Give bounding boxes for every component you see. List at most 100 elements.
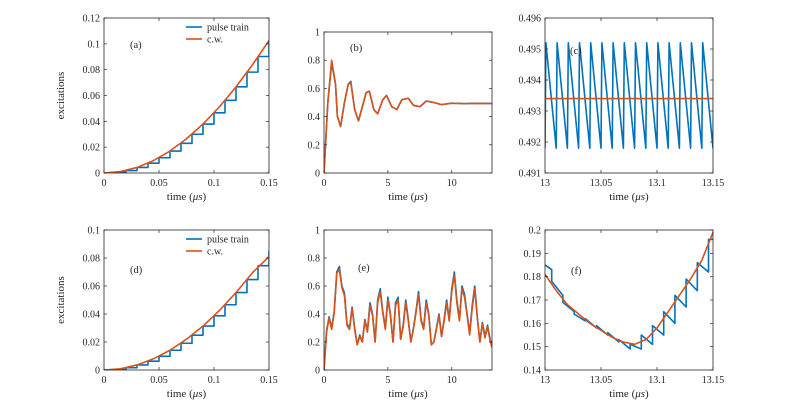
series-cw-line-a (104, 40, 269, 173)
legend-label-pulse-train: pulse train (207, 235, 249, 246)
axes-frame-a (103, 17, 270, 174)
y-tick-label-a: 0.1 (88, 39, 101, 50)
x-tick-label-c: 13.15 (702, 178, 725, 189)
y-tick-label-d: 0.02 (83, 338, 101, 349)
y-tick-label-a: 0.06 (83, 91, 101, 102)
x-tick-label-d: 0.15 (260, 375, 278, 386)
legend-label-cw: c.w. (207, 35, 223, 46)
y-axis-label-a: excitations (55, 72, 67, 120)
x-axis-label-b: time (μs) (388, 191, 428, 203)
panel-c: 13 13.05 13.1 13.15 0.491 0.492 0.493 0.494 0.49… (519, 14, 725, 204)
axes-frame-e (323, 229, 493, 371)
axes-frame-d (103, 229, 270, 371)
legend-label-pulse-train: pulse train (207, 23, 249, 34)
x-tick-label-e: 10 (447, 375, 457, 386)
x-tick-label-d: 0.1 (208, 375, 221, 386)
y-tick-label-b: 1 (315, 28, 320, 39)
x-tick-label-a: 0.05 (150, 178, 168, 189)
x-tick-label-a: 0.1 (208, 178, 221, 189)
legend-label-cw: c.w. (207, 247, 223, 258)
panel-label-d: (d) (130, 265, 143, 276)
panel-a: 0 0.05 0.1 0.15 0 0.02 0.04 0.06 0.08 0.1 0.12 time… (55, 14, 278, 204)
y-tick-label-a: 0.04 (83, 117, 101, 128)
y-tick-label-e: 0.4 (308, 310, 321, 321)
series-pulse-train-line-c (545, 42, 713, 149)
plot-area-a (104, 39, 269, 173)
x-axis-label-f: time (μs) (609, 388, 649, 400)
series-pulse-train-line-d (104, 251, 269, 370)
axes-frame-b (323, 31, 493, 174)
series-pulse-train-line-b (324, 62, 492, 173)
y-tick-label-b: 0.8 (308, 56, 321, 67)
y-tick-label-c: 0.492 (519, 138, 542, 149)
panel-e: 0 5 10 0 0.2 0.4 0.6 0.8 1 time (μs) (e) (308, 226, 493, 400)
axes-frame-c (544, 17, 714, 174)
y-tick-label-b: 0 (315, 169, 320, 180)
y-tick-label-e: 0.6 (308, 282, 321, 293)
y-tick-label-e: 0.8 (308, 254, 321, 265)
y-tick-label-b: 0.4 (308, 112, 321, 123)
y-tick-label-c: 0.496 (519, 14, 542, 25)
panel-label-c: (c) (570, 46, 582, 57)
x-tick-label-f: 13 (540, 375, 550, 386)
series-pulse-train-line-f (545, 238, 713, 350)
x-axis-label-c: time (μs) (609, 191, 649, 203)
y-tick-label-d: 0.1 (88, 226, 101, 237)
y-axis-label-d: excitations (55, 276, 67, 324)
series-cw-line-e (324, 268, 492, 370)
y-tick-label-e: 0.2 (308, 338, 321, 349)
x-tick-label-f: 13.1 (648, 375, 666, 386)
plot-area-d (104, 251, 269, 370)
x-tick-label-d: 0.05 (150, 375, 168, 386)
panel-label-f: (f) (571, 266, 582, 277)
y-tick-label-d: 0.04 (83, 310, 101, 321)
x-tick-label-d: 0 (102, 375, 107, 386)
panel-label-a: (a) (130, 40, 142, 51)
y-tick-label-f: 0.17 (524, 296, 542, 307)
y-tick-label-c: 0.493 (519, 107, 542, 118)
y-tick-label-e: 1 (315, 226, 320, 237)
plot-area-c (545, 42, 713, 149)
y-tick-label-d: 0.08 (83, 254, 101, 265)
y-tick-label-e: 0 (315, 366, 320, 377)
y-tick-label-a: 0 (95, 169, 100, 180)
x-tick-label-a: 0 (102, 178, 107, 189)
x-tick-label-a: 0.15 (260, 178, 278, 189)
x-tick-label-e: 0 (322, 375, 327, 386)
x-axis-label-d: time (μs) (167, 388, 207, 400)
x-tick-label-f: 13.05 (590, 375, 613, 386)
series-cw-line-b (324, 59, 492, 173)
y-tick-label-d: 0.06 (83, 282, 101, 293)
plot-area-f (545, 232, 713, 350)
y-tick-label-a: 0.12 (83, 14, 101, 25)
y-tick-label-f: 0.18 (524, 272, 542, 283)
series-cw-line-d (104, 256, 269, 370)
y-tick-label-c: 0.494 (519, 76, 542, 87)
panel-f: 13 13.05 13.1 13.15 0.14 0.15 0.16 0.17 0.18 0.19… (524, 226, 725, 401)
x-tick-label-e: 5 (385, 375, 390, 386)
y-tick-label-f: 0.19 (524, 249, 542, 260)
x-tick-label-c: 13.05 (590, 178, 613, 189)
y-tick-label-a: 0.08 (83, 65, 101, 76)
x-axis-label-e: time (μs) (388, 388, 428, 400)
series-pulse-train-line-a (104, 39, 269, 173)
y-tick-label-b: 0.2 (308, 140, 321, 151)
x-tick-label-c: 13 (540, 178, 550, 189)
y-tick-label-f: 0.15 (524, 342, 542, 353)
y-tick-label-f: 0.16 (524, 319, 542, 330)
x-tick-label-b: 5 (385, 178, 390, 189)
x-tick-label-c: 13.1 (648, 178, 666, 189)
series-cw-line-f (545, 232, 713, 346)
x-tick-label-b: 0 (322, 178, 327, 189)
plot-area-b (324, 59, 492, 173)
y-tick-label-b: 0.6 (308, 84, 321, 95)
panel-label-b: (b) (350, 43, 363, 54)
x-tick-label-b: 10 (447, 178, 457, 189)
x-tick-label-f: 13.15 (702, 375, 725, 386)
y-tick-label-a: 0.02 (83, 143, 101, 154)
y-tick-label-f: 0.14 (524, 366, 542, 377)
